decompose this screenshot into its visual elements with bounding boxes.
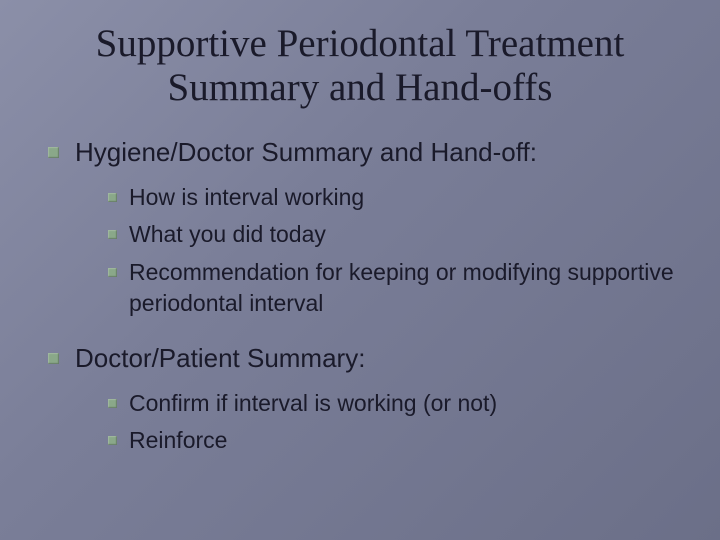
section-0-items: How is interval working What you did tod…	[48, 182, 680, 318]
list-item: Recommendation for keeping or modifying …	[108, 257, 680, 319]
list-item: Confirm if interval is working (or not)	[108, 388, 680, 419]
square-bullet-icon	[108, 193, 117, 202]
section-heading: Doctor/Patient Summary:	[75, 341, 365, 376]
list-item-text: How is interval working	[129, 182, 364, 213]
section-1: Doctor/Patient Summary: Confirm if inter…	[40, 341, 680, 456]
section-heading: Hygiene/Doctor Summary and Hand-off:	[75, 135, 537, 170]
section-1-items: Confirm if interval is working (or not) …	[48, 388, 680, 456]
list-item-text: Recommendation for keeping or modifying …	[129, 257, 680, 319]
list-item: Reinforce	[108, 425, 680, 456]
square-bullet-icon	[108, 268, 117, 277]
square-bullet-icon	[108, 436, 117, 445]
list-item: What you did today	[108, 219, 680, 250]
square-bullet-icon	[108, 399, 117, 408]
list-item: How is interval working	[108, 182, 680, 213]
section-heading-row: Hygiene/Doctor Summary and Hand-off:	[48, 135, 680, 170]
section-heading-row: Doctor/Patient Summary:	[48, 341, 680, 376]
list-item-text: Reinforce	[129, 425, 227, 456]
slide-title: Supportive Periodontal Treatment Summary…	[40, 22, 680, 109]
list-item-text: What you did today	[129, 219, 326, 250]
square-bullet-icon	[48, 353, 59, 364]
square-bullet-icon	[48, 147, 59, 158]
square-bullet-icon	[108, 230, 117, 239]
slide: Supportive Periodontal Treatment Summary…	[0, 0, 720, 540]
list-item-text: Confirm if interval is working (or not)	[129, 388, 497, 419]
section-0: Hygiene/Doctor Summary and Hand-off: How…	[40, 135, 680, 318]
